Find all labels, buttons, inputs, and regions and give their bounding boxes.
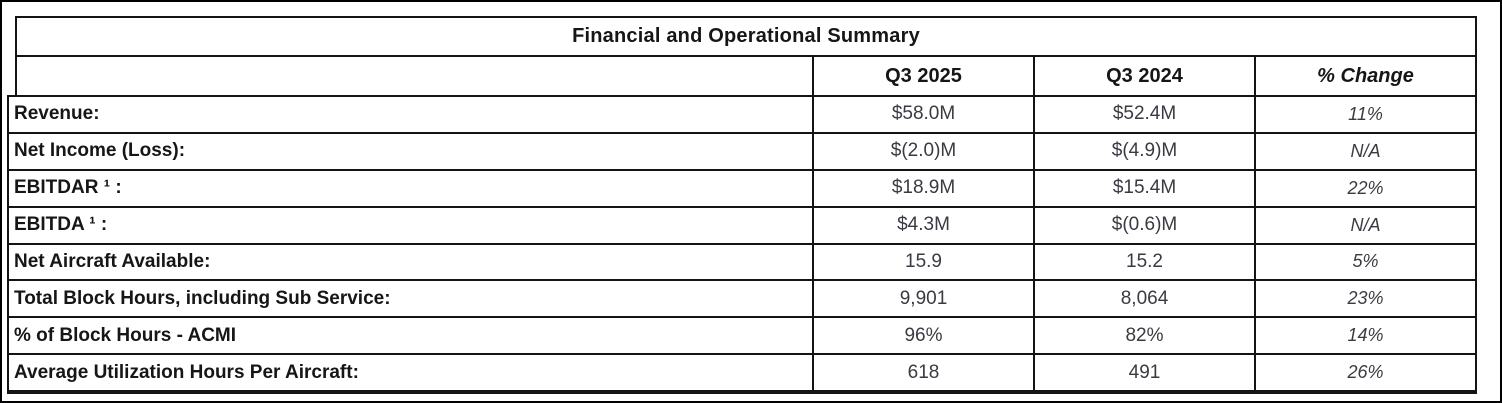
pct-change-value: 26% — [1254, 355, 1475, 390]
table-row: % of Block Hours - ACMI 96% 82% 14% — [7, 316, 1477, 354]
q3-2025-value: $4.3M — [812, 207, 1033, 243]
table-row: Net Aircraft Available: 15.9 15.2 5% — [7, 242, 1477, 280]
table-row: Total Block Hours, including Sub Service… — [7, 279, 1477, 317]
financial-summary-table: Financial and Operational Summary Q3 202… — [7, 16, 1477, 394]
table-row: EBITDAR ¹ : $18.9M $15.4M 22% — [7, 168, 1477, 206]
column-header-metric — [17, 57, 812, 95]
q3-2025-value: 618 — [812, 355, 1033, 390]
pct-change-value: 14% — [1254, 318, 1475, 354]
row-label: % of Block Hours - ACMI — [14, 324, 237, 346]
q3-2024-value: $15.4M — [1033, 170, 1254, 206]
q3-2025-value: $(2.0)M — [812, 133, 1033, 169]
row-label: Net Aircraft Available: — [14, 250, 211, 272]
column-header-q3-2024: Q3 2024 — [1033, 57, 1254, 95]
row-label: EBITDA ¹ : — [14, 214, 108, 236]
column-header-q3-2025: Q3 2025 — [812, 57, 1033, 95]
q3-2025-value: 9,901 — [812, 281, 1033, 317]
q3-2024-value: 15.2 — [1033, 244, 1254, 280]
q3-2024-value: $52.4M — [1033, 97, 1254, 132]
pct-change-value: N/A — [1254, 207, 1475, 243]
q3-2025-value: 15.9 — [812, 244, 1033, 280]
q3-2024-value: 491 — [1033, 355, 1254, 390]
row-label: Net Income (Loss): — [14, 140, 186, 162]
table-header-row: Q3 2025 Q3 2024 % Change — [15, 55, 1477, 95]
row-label: Average Utilization Hours Per Aircraft: — [14, 361, 359, 383]
q3-2025-value: $18.9M — [812, 170, 1033, 206]
pct-change-value: 5% — [1254, 244, 1475, 280]
q3-2025-value: 96% — [812, 318, 1033, 354]
q3-2024-value: $(0.6)M — [1033, 207, 1254, 243]
q3-2024-value: 8,064 — [1033, 281, 1254, 317]
table-row: EBITDA ¹ : $4.3M $(0.6)M N/A — [7, 205, 1477, 243]
table-row: Average Utilization Hours Per Aircraft: … — [7, 353, 1477, 394]
pct-change-value: 23% — [1254, 281, 1475, 317]
pct-change-value: N/A — [1254, 133, 1475, 169]
pct-change-value: 22% — [1254, 170, 1475, 206]
column-header-pct-change: % Change — [1254, 57, 1475, 95]
table-body: Revenue: $58.0M $52.4M 11% Net Income (L… — [7, 95, 1477, 394]
table-row: Net Income (Loss): $(2.0)M $(4.9)M N/A — [7, 131, 1477, 169]
table-row: Revenue: $58.0M $52.4M 11% — [7, 95, 1477, 132]
q3-2024-value: 82% — [1033, 318, 1254, 354]
row-label: EBITDAR ¹ : — [14, 177, 122, 199]
q3-2024-value: $(4.9)M — [1033, 133, 1254, 169]
table-title-row: Financial and Operational Summary — [15, 16, 1477, 55]
pct-change-value: 11% — [1254, 97, 1475, 132]
row-label: Total Block Hours, including Sub Service… — [14, 287, 391, 309]
table-title: Financial and Operational Summary — [572, 25, 920, 47]
q3-2025-value: $58.0M — [812, 97, 1033, 132]
row-label: Revenue: — [14, 103, 100, 125]
